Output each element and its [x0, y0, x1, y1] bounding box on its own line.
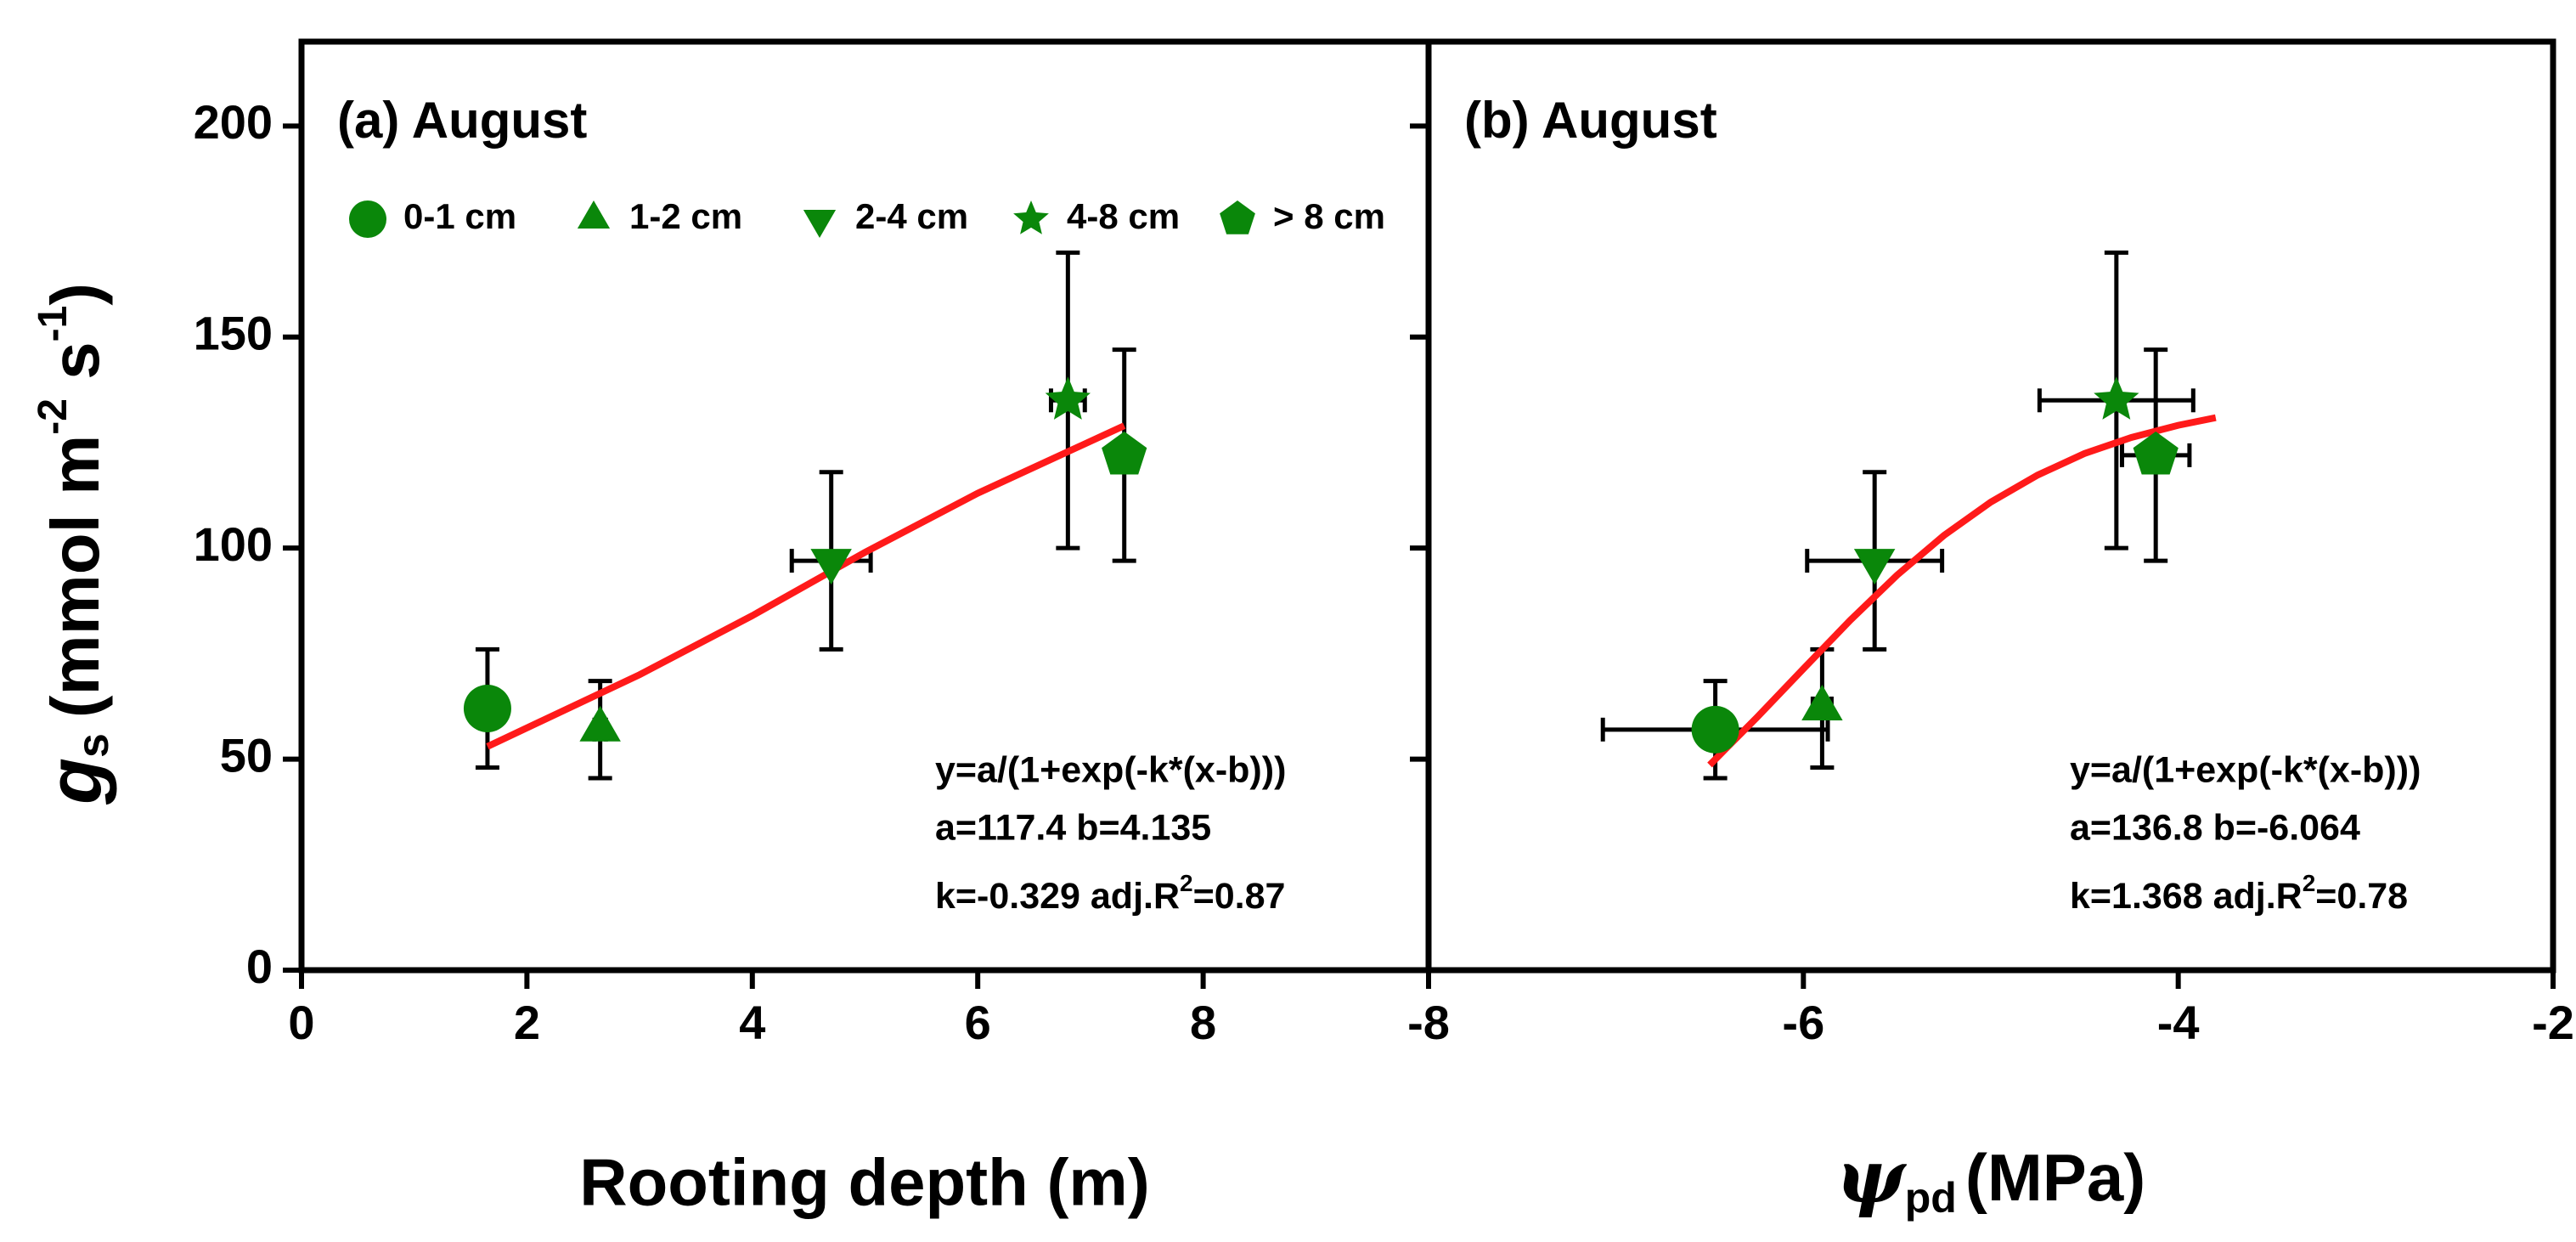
marker [810, 549, 852, 585]
y-label-sup: -2 [31, 398, 76, 435]
marker [579, 705, 621, 742]
fit-stats-text: k=1.368 adj.R [2070, 876, 2303, 917]
legend-marker [349, 200, 386, 238]
plot-frame [1425, 38, 2556, 974]
fit-curve [486, 422, 1126, 750]
y-tick-label: 200 [194, 95, 273, 149]
marker [1853, 549, 1896, 585]
y-tick-label: 0 [246, 940, 273, 993]
x-axis-label: Rooting depth (m) [579, 1145, 1150, 1220]
fit-stats-end: =0.87 [1193, 876, 1286, 917]
x-tick-label: -6 [1782, 996, 1824, 1049]
legend-marker [577, 200, 611, 229]
legend-label: 1-2 cm [629, 196, 742, 236]
plot-frame [298, 38, 1432, 974]
y-label-sub: s [69, 733, 118, 758]
x-tick-label: 2 [514, 996, 540, 1049]
marker [1102, 431, 1147, 475]
panel-title: (b) August [1464, 92, 1717, 149]
y-label-rest: (mmol m [37, 435, 113, 718]
marker [1691, 705, 1739, 754]
fit-stats-end: =0.78 [2315, 876, 2408, 917]
legend-marker [1220, 200, 1255, 234]
legend-marker [1013, 200, 1049, 234]
panel: -8 -6 -4 -2 (b) August y=a/(1+exp(-k*(x-b))) a… [1407, 38, 2574, 1049]
y-label-sup: -1 [31, 306, 76, 342]
panel-title: (a) August [337, 92, 587, 149]
x-tick-label: -4 [2157, 996, 2200, 1049]
x-label-rest: (MPa) [1965, 1140, 2145, 1215]
x-tick-label: 4 [739, 996, 765, 1049]
x-label-main: ψ [1836, 1134, 1908, 1220]
legend-label: 0-1 cm [403, 196, 516, 236]
fit-params: a=117.4 b=4.135 [935, 807, 1211, 848]
fit-params: a=136.8 b=-6.064 [2070, 807, 2360, 848]
legend-marker [803, 210, 837, 238]
x-tick-label: -8 [1407, 996, 1450, 1049]
marker [2094, 376, 2139, 420]
legend-label: 2-4 cm [855, 196, 968, 236]
fit-equation: y=a/(1+exp(-k*(x-b))) [935, 749, 1286, 790]
x-tick-label: 6 [965, 996, 991, 1049]
fit-stats-sup: 2 [2303, 870, 2316, 896]
fit-equation: y=a/(1+exp(-k*(x-b))) [2070, 749, 2421, 790]
x-axis-label: ψpd (MPa) [1836, 1134, 2145, 1222]
x-tick-label: 8 [1190, 996, 1216, 1049]
panel: 0 50 100 150 200 0 2 4 6 8 (a) August 0-1 cm 1-2 cm 2… [194, 38, 1432, 1049]
marker [463, 684, 511, 732]
marker [2133, 431, 2179, 475]
y-tick-label: 150 [194, 307, 273, 360]
marker [1045, 376, 1091, 420]
fit-stats-sup: 2 [1180, 870, 1193, 896]
fit-stats: k=-0.329 adj.R2=0.87 [935, 870, 1285, 917]
x-label-sub: pd [1905, 1174, 1957, 1222]
y-tick-label: 50 [220, 728, 273, 782]
y-axis-label: gs(mmol m-2 s-1) [31, 283, 118, 805]
fit-stats: k=1.368 adj.R2=0.78 [2070, 870, 2408, 917]
fit-curve [1707, 414, 2217, 768]
x-tick-label: -2 [2532, 996, 2574, 1049]
y-label-mid: s [37, 342, 113, 398]
x-tick-label: 0 [288, 996, 314, 1049]
fit-stats-text: k=-0.329 adj.R [935, 876, 1180, 917]
legend-label: 4-8 cm [1067, 196, 1180, 236]
y-label-main: g [33, 758, 118, 805]
y-label-end: ) [37, 283, 113, 306]
legend-label: > 8 cm [1273, 196, 1385, 236]
marker [1801, 685, 1843, 720]
y-tick-label: 100 [194, 517, 273, 571]
